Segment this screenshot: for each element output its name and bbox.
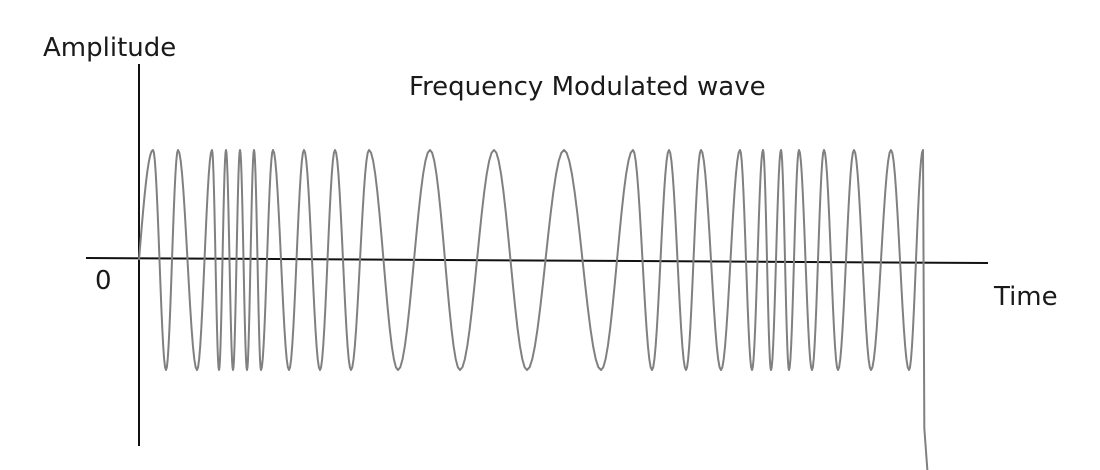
origin-label: 0 <box>95 266 112 296</box>
fm-waveform <box>138 149 929 470</box>
diagram-title: Frequency Modulated wave <box>409 72 766 102</box>
y-axis-label: Amplitude <box>43 33 176 63</box>
x-axis-label: Time <box>993 282 1058 312</box>
x-axis-line <box>85 257 989 264</box>
